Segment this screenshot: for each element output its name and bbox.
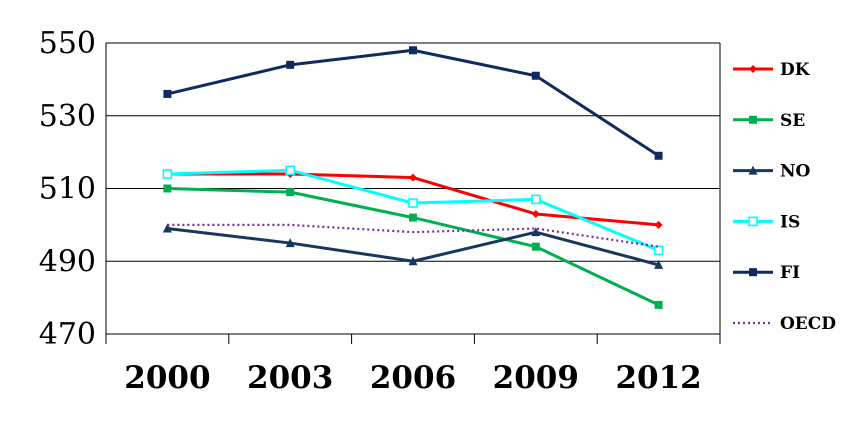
legend-label-oecd: OECD: [780, 314, 836, 334]
legend: DK SE NO IS FI OECD: [733, 60, 836, 334]
marker-no: [654, 259, 664, 269]
marker-no: [162, 223, 172, 233]
y-tick-label: 530: [39, 99, 96, 134]
marker-no: [531, 227, 541, 237]
x-tick-label: 2003: [247, 360, 333, 396]
y-tick-label: 510: [39, 172, 96, 207]
legend-label-is: IS: [780, 212, 800, 232]
series-layer: [162, 46, 664, 309]
series-oecd: [167, 223, 659, 248]
legend-item-fi: FI: [733, 263, 800, 283]
marker-dk: [409, 173, 417, 182]
marker-fi: [409, 46, 417, 55]
marker-no: [748, 165, 758, 175]
x-tick-label: 2006: [370, 360, 456, 396]
series-line-oecd: [167, 223, 659, 248]
marker-fi: [654, 151, 663, 160]
legend-item-se: SE: [733, 111, 805, 131]
y-tick-label: 550: [39, 26, 96, 61]
marker-se: [286, 188, 295, 197]
marker-is: [408, 198, 418, 208]
x-tick-label: 2000: [124, 360, 210, 396]
axis-layer: 470 490 510 530 550 2000 2003 2006 2009 2012: [39, 26, 721, 396]
marker-is: [162, 169, 173, 179]
legend-label-dk: DK: [780, 60, 811, 80]
series-is: [162, 165, 664, 256]
legend-item-no: NO: [733, 162, 811, 182]
y-tick-label: 490: [39, 244, 96, 279]
y-tick-label: 470: [39, 317, 96, 352]
marker-is: [653, 245, 664, 256]
series-se: [163, 184, 663, 309]
marker-no: [285, 238, 295, 248]
legend-label-fi: FI: [780, 263, 800, 283]
marker-is: [530, 194, 541, 205]
marker-no: [408, 256, 418, 266]
legend-item-dk: DK: [733, 60, 811, 80]
series-fi: [163, 46, 663, 160]
legend-item-is: IS: [733, 212, 800, 232]
marker-dk: [531, 209, 540, 218]
legend-label-no: NO: [780, 162, 811, 182]
marker-se: [163, 184, 172, 193]
legend-label-se: SE: [780, 111, 805, 131]
series-no: [162, 223, 664, 269]
marker-fi: [163, 89, 172, 98]
marker-se: [531, 242, 540, 251]
marker-is: [285, 165, 296, 176]
marker-dk: [654, 220, 663, 229]
x-tick-label: 2009: [493, 360, 579, 396]
x-tick-label: 2012: [615, 360, 701, 396]
series-line-fi: [167, 48, 660, 158]
marker-is: [748, 216, 758, 227]
legend-item-oecd: OECD: [733, 314, 836, 334]
marker-se: [749, 115, 757, 124]
marker-fi: [531, 71, 540, 80]
marker-fi: [286, 60, 295, 69]
marker-fi: [749, 268, 757, 277]
marker-se: [409, 213, 417, 222]
marker-dk: [749, 65, 757, 73]
marker-se: [654, 300, 663, 309]
